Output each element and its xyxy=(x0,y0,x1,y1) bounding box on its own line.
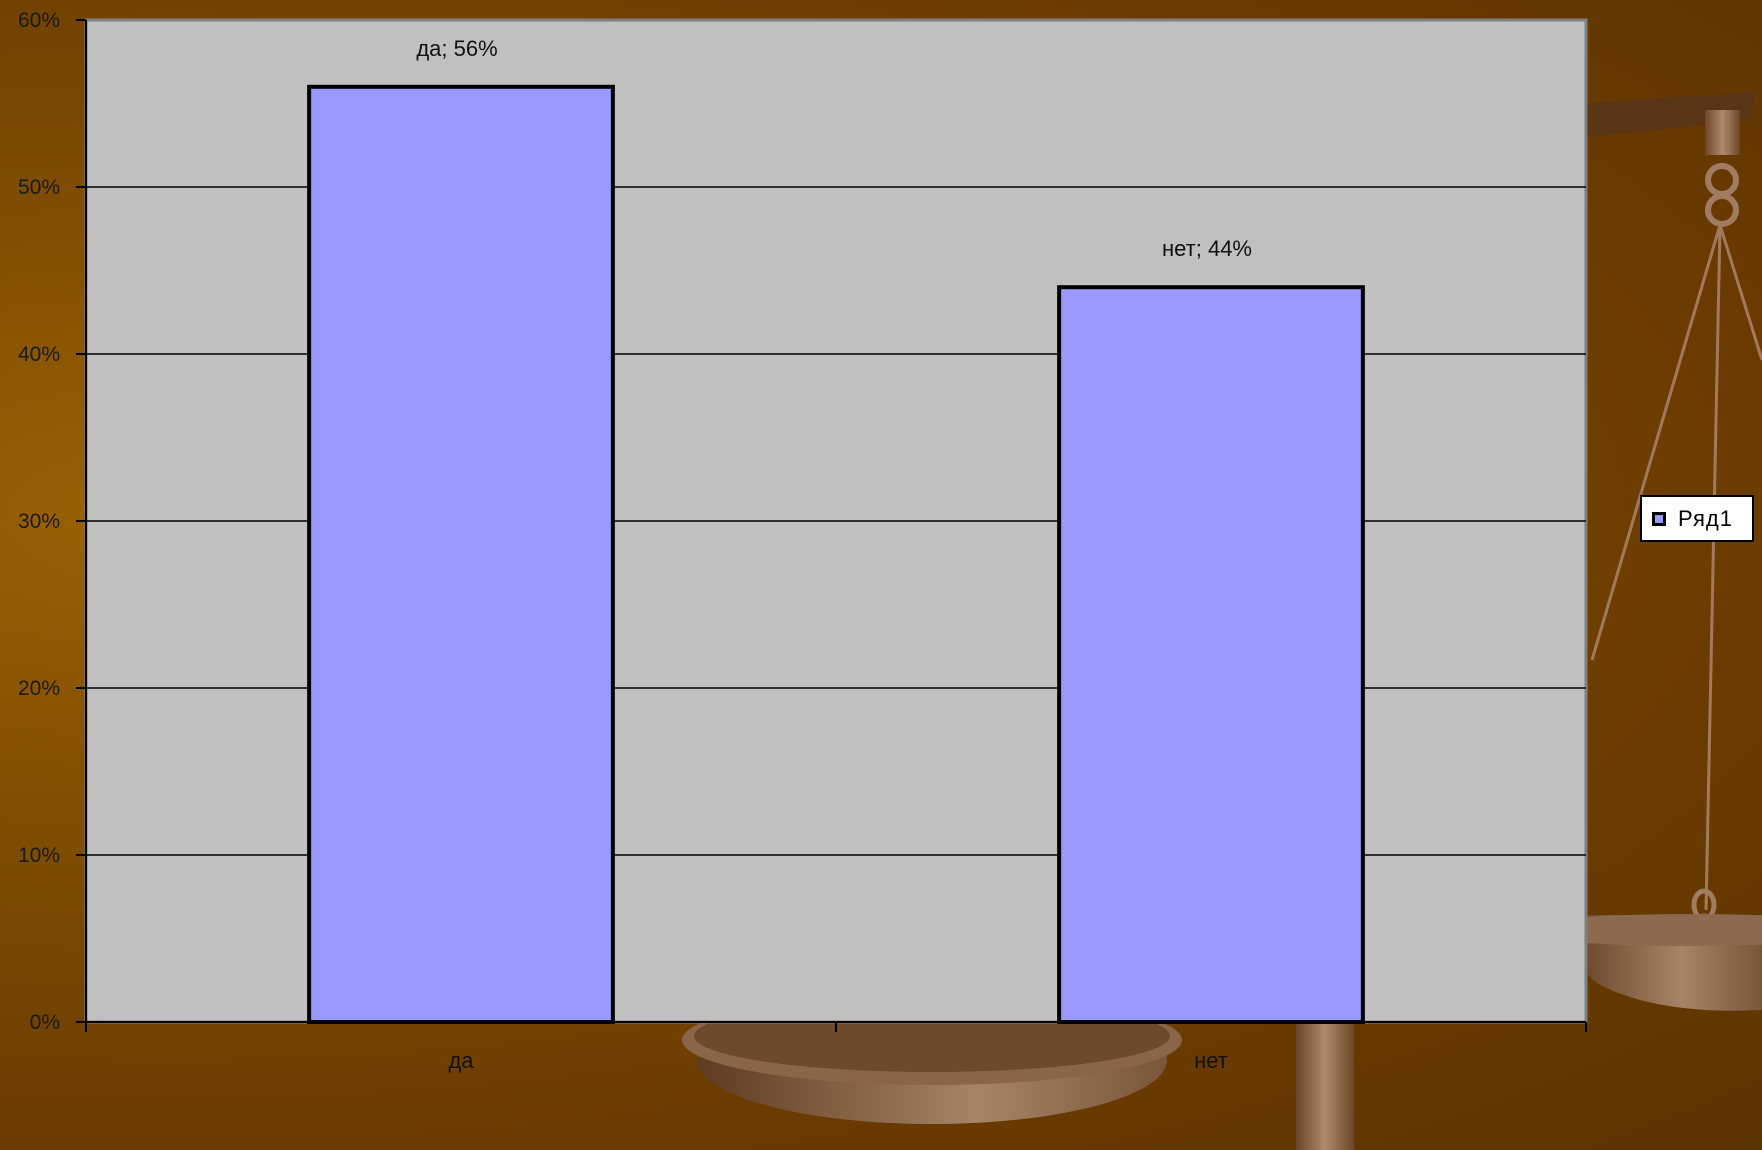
y-tick-label: 60% xyxy=(18,9,60,32)
bar-0 xyxy=(307,84,615,1025)
y-tick-label: 30% xyxy=(18,510,60,533)
bar-data-label: да; 56% xyxy=(416,36,497,61)
scale-pillar xyxy=(1296,1000,1354,1150)
x-axis-labels: да нет xyxy=(448,1048,1227,1073)
legend-label: Ряд1 xyxy=(1678,505,1733,531)
x-category-label: нет xyxy=(1194,1048,1228,1073)
x-category-label: да xyxy=(448,1048,474,1073)
bars xyxy=(307,84,1365,1025)
bar-data-label: нет; 44% xyxy=(1162,236,1252,261)
y-tick-label: 0% xyxy=(30,1011,60,1034)
square-swatch-icon xyxy=(1652,511,1666,526)
y-tick-label: 50% xyxy=(18,176,60,199)
chart-legend: Ряд1 xyxy=(1640,495,1754,542)
y-tick-label: 10% xyxy=(18,844,60,867)
y-axis-ticks: 0% 10% 20% 30% 40% 50% 60% xyxy=(18,9,86,1034)
y-tick-label: 40% xyxy=(18,343,60,366)
y-tick-label: 20% xyxy=(18,677,60,700)
data-labels: да; 56% нет; 44% xyxy=(416,36,1252,261)
scale-hanger xyxy=(1705,110,1740,155)
bar-1 xyxy=(1057,285,1365,1024)
scale-beam xyxy=(1560,92,1755,140)
